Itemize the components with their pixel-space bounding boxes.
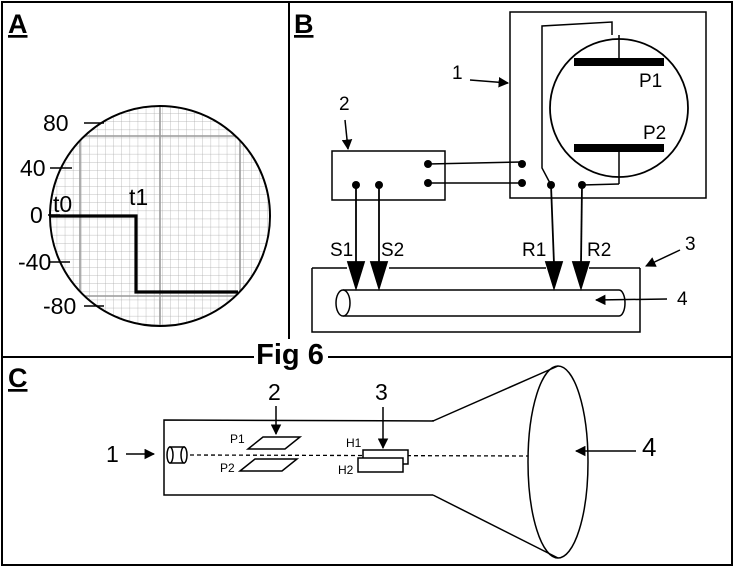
callout-arrow xyxy=(594,294,668,306)
plate-p2 xyxy=(574,144,664,152)
time-label-t0: t0 xyxy=(53,191,72,217)
plate-label-p2: P2 xyxy=(643,123,666,144)
callout-arrow xyxy=(341,119,353,151)
callout-label: 3 xyxy=(685,234,696,255)
crt-tube xyxy=(163,365,589,559)
plate-label-p2: P2 xyxy=(220,461,235,475)
electron-beam xyxy=(189,454,529,457)
callout-label: 2 xyxy=(268,379,281,405)
electron-gun xyxy=(166,446,188,464)
panel-label-a: A xyxy=(8,9,28,39)
scope-terminal xyxy=(518,160,526,168)
y-tick-label: -80 xyxy=(43,293,76,319)
panel-label-c: C xyxy=(8,363,28,393)
electrode-r2 xyxy=(571,184,591,292)
electrode-label-s2: S2 xyxy=(381,240,404,261)
electrode-r1 xyxy=(544,184,564,292)
plate-label-h2: H2 xyxy=(338,463,354,477)
plate-label-p1: P1 xyxy=(639,71,662,92)
callout-arrow xyxy=(469,77,510,88)
callout-label: 2 xyxy=(339,94,350,115)
bath xyxy=(311,268,641,333)
figure-title: Fig 6 xyxy=(256,339,324,371)
deflection-plate-p1 xyxy=(245,436,303,450)
callout-arrow xyxy=(645,249,681,267)
y-tick-label: 80 xyxy=(43,110,69,136)
callout-label: 4 xyxy=(642,432,656,462)
panel-label-b: B xyxy=(294,9,314,39)
oscilloscope-box xyxy=(509,11,707,199)
plate-label-p1: P1 xyxy=(230,432,245,446)
voltage-trace xyxy=(50,214,238,294)
plate-p1 xyxy=(574,58,664,66)
deflection-plate-p2 xyxy=(237,458,300,472)
time-label-t1: t1 xyxy=(129,184,148,210)
electrode-s1 xyxy=(346,185,366,292)
stimulator-box xyxy=(331,150,446,201)
deflection-plate-h2 xyxy=(357,457,404,473)
electrode-s2 xyxy=(369,185,389,292)
plate-label-h1: H1 xyxy=(346,436,362,450)
y-tick-label: -40 xyxy=(18,249,51,275)
callout-label: 1 xyxy=(106,441,119,467)
y-tick-label: 0 xyxy=(30,202,43,228)
callout-label: 3 xyxy=(375,379,388,405)
callout-label: 4 xyxy=(677,289,688,310)
y-tick-label: 40 xyxy=(20,155,46,181)
electrode-label-r2: R2 xyxy=(587,240,611,261)
electrode-label-r1: R1 xyxy=(522,240,546,261)
electrode-label-s1: S1 xyxy=(330,240,353,261)
nerve-fiber xyxy=(335,289,626,317)
callout-label: 1 xyxy=(452,63,463,84)
